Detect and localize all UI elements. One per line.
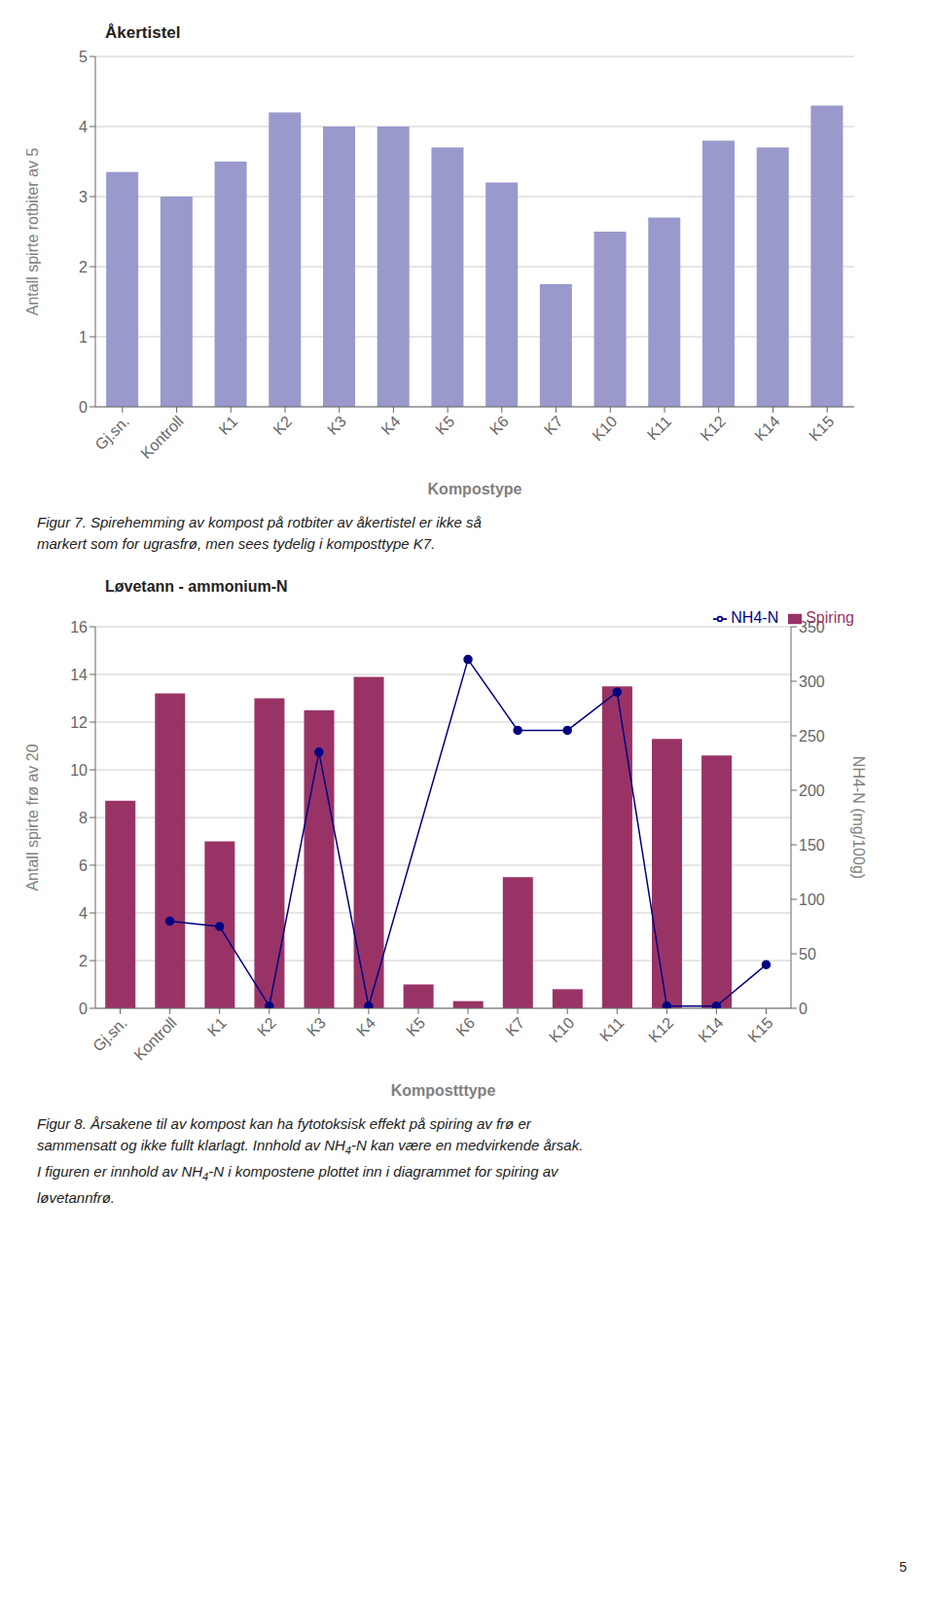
svg-text:K7: K7 — [540, 412, 567, 438]
svg-text:K12: K12 — [645, 1013, 677, 1045]
svg-text:K4: K4 — [353, 1013, 379, 1040]
svg-text:K3: K3 — [323, 412, 350, 438]
svg-text:K6: K6 — [486, 412, 512, 438]
svg-text:0: 0 — [78, 398, 88, 416]
svg-text:350: 350 — [798, 618, 826, 636]
svg-text:K5: K5 — [431, 412, 458, 438]
svg-text:50: 50 — [798, 945, 817, 963]
svg-text:1: 1 — [78, 328, 88, 346]
svg-text:250: 250 — [798, 727, 826, 745]
svg-text:16: 16 — [70, 618, 88, 636]
svg-text:Kontroll: Kontroll — [137, 412, 186, 462]
svg-text:K11: K11 — [644, 412, 675, 443]
svg-text:2: 2 — [78, 258, 88, 276]
svg-text:150: 150 — [798, 836, 826, 854]
svg-text:0: 0 — [798, 1000, 808, 1017]
svg-text:100: 100 — [798, 891, 826, 908]
svg-text:8: 8 — [78, 809, 88, 827]
svg-text:12: 12 — [70, 714, 88, 731]
svg-text:6: 6 — [78, 857, 88, 874]
svg-text:K5: K5 — [402, 1013, 429, 1040]
svg-text:Antall spirte frø av 20: Antall spirte frø av 20 — [24, 743, 41, 891]
svg-text:Gj.sn.: Gj.sn. — [91, 412, 133, 454]
svg-text:K2: K2 — [269, 412, 295, 438]
svg-text:K14: K14 — [694, 1013, 726, 1045]
svg-text:3: 3 — [78, 188, 88, 206]
svg-text:K1: K1 — [204, 1013, 230, 1040]
svg-text:NH4-N (mg/100g): NH4-N (mg/100g) — [850, 755, 867, 879]
svg-text:Kompostype: Kompostype — [428, 480, 523, 498]
svg-text:K6: K6 — [452, 1013, 478, 1040]
svg-text:K1: K1 — [215, 412, 242, 438]
svg-text:Kontroll: Kontroll — [130, 1013, 180, 1063]
svg-text:K10: K10 — [588, 412, 620, 444]
svg-text:K3: K3 — [303, 1013, 329, 1040]
svg-text:Kompostttype: Kompostttype — [391, 1081, 497, 1099]
svg-text:10: 10 — [70, 761, 88, 779]
svg-text:Gj.sn.: Gj.sn. — [89, 1013, 131, 1055]
svg-text:K2: K2 — [253, 1013, 280, 1040]
svg-text:Antall spirte rotbiter av 5: Antall spirte rotbiter av 5 — [24, 147, 41, 317]
svg-text:4: 4 — [78, 904, 88, 922]
svg-text:K11: K11 — [596, 1013, 627, 1044]
svg-text:14: 14 — [70, 666, 88, 683]
svg-text:200: 200 — [798, 782, 826, 799]
svg-text:5: 5 — [78, 48, 88, 66]
svg-text:K7: K7 — [502, 1013, 528, 1040]
svg-text:0: 0 — [78, 1000, 88, 1017]
svg-text:4: 4 — [78, 118, 88, 136]
svg-text:K10: K10 — [545, 1013, 577, 1045]
svg-text:K14: K14 — [751, 412, 783, 444]
svg-text:K4: K4 — [378, 412, 404, 438]
svg-text:300: 300 — [798, 673, 826, 690]
svg-text:K15: K15 — [805, 412, 837, 444]
svg-text:K12: K12 — [697, 412, 729, 444]
svg-text:K15: K15 — [744, 1013, 776, 1045]
svg-text:2: 2 — [78, 952, 88, 970]
